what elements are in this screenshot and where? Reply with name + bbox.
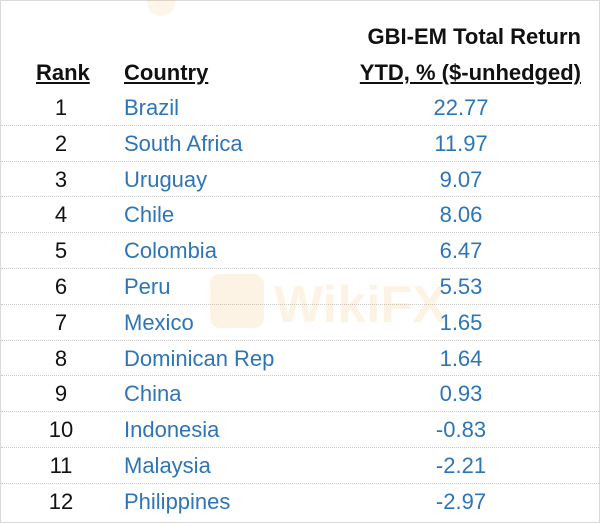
rank-cell: 10 [48,417,74,443]
rank-cell: 3 [54,166,68,192]
country-cell: South Africa [124,130,243,156]
country-cell: Chile [124,202,175,228]
rank-cell: 1 [54,95,68,120]
table-row: 11 Malaysia -2.21 [1,448,600,484]
country-cell: Uruguay [124,166,208,192]
watermark-logo-icon [126,0,196,17]
return-value-cell: 6.47 [439,238,483,264]
return-value-cell: -2.21 [435,452,487,478]
table-row: 8 Dominican Rep 1.64 [1,341,600,377]
rank-cell: 5 [54,238,68,264]
return-value-cell: 0.93 [439,381,483,407]
rank-cell: 7 [54,309,68,335]
header-total-return-line1: GBI-EM Total Return [367,24,581,49]
return-value-cell: -2.97 [435,488,487,514]
table-row: 3 Uruguay 9.07 [1,162,600,198]
table-row: 5 Colombia 6.47 [1,233,600,269]
country-cell: Malaysia [124,452,211,478]
table-row: 6 Peru 5.53 [1,269,600,305]
rank-cell: 8 [54,345,68,371]
table-body: 1 Brazil 22.77 2 South Africa 11.97 3 Uruguay 9.… [1,90,600,520]
country-cell: Mexico [124,309,194,335]
country-cell: Colombia [124,238,217,264]
rank-cell: 9 [54,381,68,407]
table-row: 12 Philippines -2.97 [1,484,600,520]
country-cell: China [124,381,182,407]
return-value-cell: 8.06 [439,202,483,228]
return-value-cell: 22.77 [433,95,489,120]
table-row: 7 Mexico 1.65 [1,305,600,341]
country-cell: Indonesia [124,417,220,443]
header-country: Country [124,60,209,85]
country-cell: Philippines [124,488,231,514]
table-row: 4 Chile 8.06 [1,197,600,234]
return-value-cell: 5.53 [439,273,483,299]
table-row: 10 Indonesia -0.83 [1,412,600,448]
rank-cell: 6 [54,273,68,299]
header-total-return-line2: YTD, % ($-unhedged) [359,60,581,85]
rank-cell: 12 [48,488,74,514]
country-cell: Peru [124,273,171,299]
rank-cell: 4 [54,202,68,228]
header-rank: Rank [36,60,90,85]
return-value-cell: 11.97 [434,130,488,156]
rank-cell: 2 [54,130,68,156]
table-row: 9 China 0.93 [1,376,600,413]
rank-cell: 11 [49,452,73,478]
return-value-cell: 9.07 [439,166,483,192]
return-value-cell: 1.65 [439,309,483,335]
country-cell: Brazil [124,95,180,120]
country-cell: Dominican Rep [124,345,275,371]
table-row: 2 South Africa 11.97 [1,126,600,162]
return-value-cell: -0.83 [435,417,487,443]
table-row: 1 Brazil 22.77 [1,90,600,126]
header-total-return: GBI-EM Total Return YTD, % ($-unhedged) [360,24,581,86]
return-value-cell: 1.64 [439,345,483,371]
